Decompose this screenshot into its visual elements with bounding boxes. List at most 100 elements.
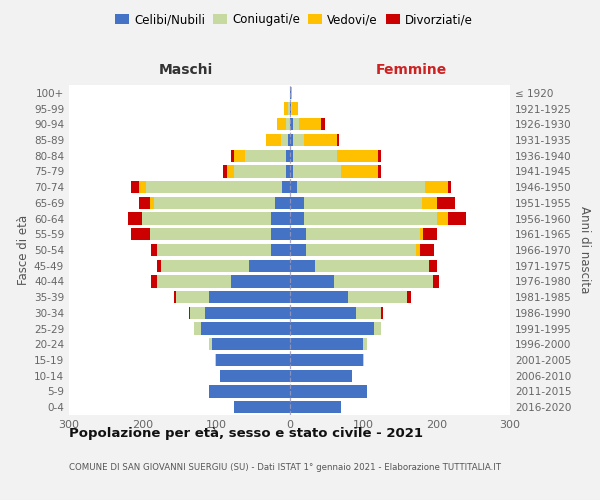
Bar	[288, 134, 290, 146]
Bar	[382, 306, 383, 319]
Bar	[131, 181, 139, 194]
Bar	[142, 212, 271, 224]
Text: Popolazione per età, sesso e stato civile - 2021: Popolazione per età, sesso e stato civil…	[69, 428, 423, 440]
Bar	[205, 306, 290, 319]
Bar	[304, 212, 437, 224]
Bar	[437, 212, 448, 224]
Bar	[154, 196, 275, 209]
Bar	[337, 150, 378, 162]
Bar	[290, 244, 305, 256]
Bar	[209, 386, 290, 398]
Bar	[286, 118, 290, 130]
Bar	[422, 196, 437, 209]
Bar	[176, 291, 209, 304]
Bar	[293, 166, 341, 177]
Bar	[356, 306, 382, 319]
Bar	[290, 196, 304, 209]
Bar	[230, 276, 290, 287]
Bar	[209, 291, 290, 304]
Bar	[290, 181, 297, 194]
Bar	[150, 228, 271, 240]
Bar	[190, 306, 205, 319]
Bar	[150, 196, 154, 209]
Bar	[275, 196, 290, 209]
Bar	[433, 276, 439, 287]
Bar	[290, 228, 305, 240]
Bar	[271, 244, 290, 256]
Bar	[212, 338, 290, 350]
Bar	[321, 118, 325, 130]
Bar	[290, 354, 363, 366]
Bar	[419, 244, 434, 256]
Bar	[128, 212, 142, 224]
Bar	[348, 291, 407, 304]
Legend: Celibi/Nubili, Coniugati/e, Vedovi/e, Divorziati/e: Celibi/Nubili, Coniugati/e, Vedovi/e, Di…	[110, 8, 478, 31]
Bar	[416, 244, 419, 256]
Bar	[437, 196, 455, 209]
Bar	[425, 181, 448, 194]
Bar	[290, 118, 293, 130]
Bar	[290, 166, 293, 177]
Bar	[419, 228, 423, 240]
Bar	[230, 150, 235, 162]
Bar	[174, 291, 176, 304]
Bar	[290, 370, 352, 382]
Bar	[151, 244, 157, 256]
Bar	[288, 102, 290, 115]
Bar	[223, 166, 227, 177]
Bar	[290, 291, 348, 304]
Bar	[284, 102, 288, 115]
Bar	[245, 150, 286, 162]
Bar	[363, 354, 364, 366]
Bar	[271, 228, 290, 240]
Bar	[290, 306, 356, 319]
Bar	[337, 134, 339, 146]
Bar	[423, 228, 437, 240]
Bar	[290, 386, 367, 398]
Bar	[139, 181, 146, 194]
Bar	[290, 260, 315, 272]
Bar	[290, 322, 374, 334]
Bar	[151, 276, 157, 287]
Bar	[292, 102, 298, 115]
Text: Maschi: Maschi	[159, 64, 213, 78]
Bar	[293, 134, 304, 146]
Bar	[146, 181, 282, 194]
Text: Femmine: Femmine	[376, 64, 446, 78]
Bar	[157, 260, 161, 272]
Bar	[189, 306, 190, 319]
Bar	[290, 338, 363, 350]
Bar	[266, 134, 281, 146]
Bar	[297, 181, 425, 194]
Bar	[209, 338, 212, 350]
Bar	[281, 134, 288, 146]
Bar	[299, 118, 321, 130]
Bar	[286, 150, 290, 162]
Bar	[378, 150, 382, 162]
Bar	[249, 260, 290, 272]
Bar	[334, 276, 433, 287]
Bar	[291, 86, 292, 99]
Bar	[291, 102, 292, 115]
Text: COMUNE DI SAN GIOVANNI SUERGIU (SU) - Dati ISTAT 1° gennaio 2021 - Elaborazione : COMUNE DI SAN GIOVANNI SUERGIU (SU) - Da…	[69, 462, 501, 471]
Bar	[290, 212, 304, 224]
Bar	[202, 322, 290, 334]
Y-axis label: Fasce di età: Fasce di età	[17, 215, 30, 285]
Bar	[374, 322, 382, 334]
Bar	[305, 244, 416, 256]
Bar	[407, 291, 411, 304]
Bar	[290, 102, 291, 115]
Bar	[429, 260, 437, 272]
Bar	[139, 196, 150, 209]
Bar	[131, 228, 150, 240]
Bar	[282, 181, 290, 194]
Bar	[315, 260, 429, 272]
Y-axis label: Anni di nascita: Anni di nascita	[578, 206, 591, 294]
Bar	[304, 196, 422, 209]
Bar	[293, 150, 337, 162]
Bar	[216, 354, 290, 366]
Bar	[341, 166, 378, 177]
Bar	[235, 401, 290, 413]
Bar	[378, 166, 382, 177]
Bar	[290, 401, 341, 413]
